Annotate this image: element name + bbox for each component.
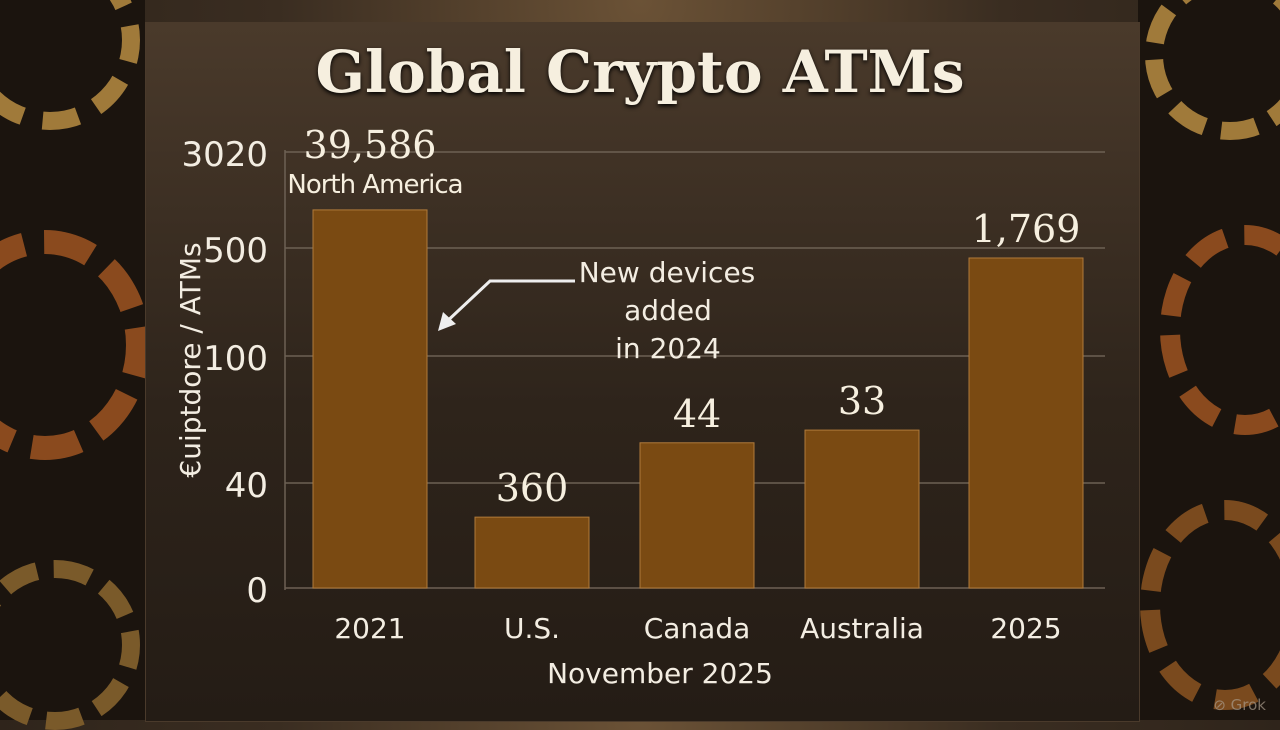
data-label: 360	[496, 466, 569, 510]
bar-australia	[804, 429, 920, 589]
annotation-text: added	[624, 294, 712, 327]
x-tick-label: Canada	[644, 612, 751, 645]
annotation-text: New devices	[579, 256, 756, 289]
region-label: North America	[287, 170, 462, 200]
y-axis-label: €uiptdore / ATMs	[174, 242, 207, 477]
y-tick-label: 40	[225, 466, 268, 506]
bar-2021	[312, 209, 428, 589]
x-axis-label: November 2025	[547, 657, 773, 690]
watermark-text: Grok	[1230, 696, 1266, 714]
data-label: 33	[838, 379, 886, 423]
watermark: ⊘ Grok	[1213, 696, 1266, 714]
x-tick-label: U.S.	[504, 612, 560, 645]
bar-canada	[639, 442, 755, 589]
y-tick-label: 3020	[181, 135, 268, 175]
annotation-text: in 2024	[615, 332, 721, 365]
annotation-arrow	[440, 279, 575, 328]
chart-title: Global Crypto ATMs	[315, 38, 965, 106]
y-tick-label: 500	[203, 231, 268, 271]
x-tick-label: 2025	[990, 612, 1061, 645]
bar-2025	[968, 257, 1084, 589]
x-tick-label: 2021	[334, 612, 405, 645]
data-label: 39,586	[304, 123, 437, 167]
data-label: 44	[673, 392, 721, 436]
y-tick-label: 100	[203, 339, 268, 379]
data-label: 1,769	[972, 207, 1081, 251]
arrow-head-icon	[438, 312, 456, 331]
y-tick-label: 0	[246, 571, 268, 611]
x-tick-label: Australia	[800, 612, 924, 645]
bar-us	[474, 516, 590, 589]
